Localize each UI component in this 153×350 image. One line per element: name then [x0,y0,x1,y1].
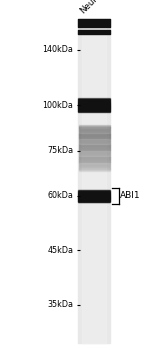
Text: 100kDa: 100kDa [43,100,73,110]
Text: 75kDa: 75kDa [47,146,73,155]
Text: ABI1: ABI1 [120,191,141,201]
Text: 35kDa: 35kDa [47,300,73,309]
Text: Neuro-2a: Neuro-2a [78,0,113,16]
Text: 60kDa: 60kDa [48,191,73,201]
Text: 45kDa: 45kDa [47,246,73,255]
Text: 140kDa: 140kDa [43,45,73,54]
